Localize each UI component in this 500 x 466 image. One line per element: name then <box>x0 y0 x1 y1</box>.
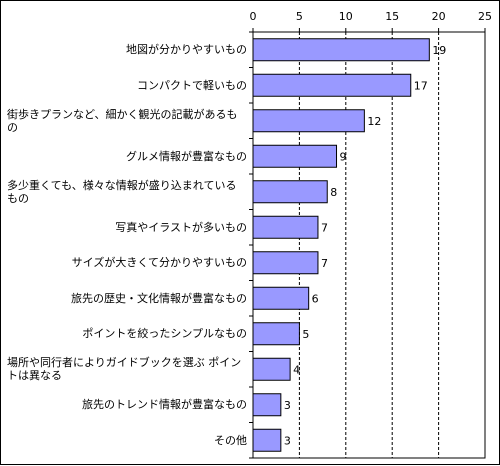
value-label-6: 7 <box>321 257 328 270</box>
bar-8 <box>252 322 300 346</box>
bar-11 <box>252 428 282 452</box>
category-label-2: 街歩きプランなど、細かく観光の記載があるもの <box>7 103 247 139</box>
category-label-text: 写真やイラストが多いもの <box>115 220 247 234</box>
bar-4 <box>252 180 328 204</box>
category-label-11: その他 <box>7 423 247 459</box>
category-label-text: ポイントを絞ったシンプルなもの <box>82 327 247 341</box>
x-tick-label-5: 5 <box>296 10 303 23</box>
category-label-8: ポイントを絞ったシンプルなもの <box>7 316 247 352</box>
category-label-text: 旅先のトレンド情報が豊富なもの <box>82 398 247 412</box>
value-label-9: 4 <box>293 363 300 376</box>
bar-2 <box>252 109 365 133</box>
category-label-text: コンパクトで軽いもの <box>137 78 247 92</box>
category-label-9: 場所や同行者によりガイドブックを選ぶ ポイントは異なる <box>7 352 247 388</box>
category-label-text: サイズが大きくて分かりやすいもの <box>71 256 247 270</box>
bar-10 <box>252 393 282 417</box>
bar-0 <box>252 38 430 62</box>
x-tick-label-20: 20 <box>432 10 446 23</box>
category-label-1: コンパクトで軽いもの <box>7 68 247 104</box>
category-label-text: 多少重くても、様々な情報が盛り込まれているもの <box>7 178 237 205</box>
bar-9 <box>252 357 291 381</box>
value-label-2: 12 <box>367 115 381 128</box>
x-tick-label-15: 15 <box>385 10 399 23</box>
category-label-10: 旅先のトレンド情報が豊富なもの <box>7 387 247 423</box>
value-label-11: 3 <box>284 434 291 447</box>
category-label-0: 地図が分かりやすいもの <box>7 32 247 68</box>
value-label-4: 8 <box>330 186 337 199</box>
x-tick-label-25: 25 <box>478 10 492 23</box>
value-label-7: 6 <box>312 292 319 305</box>
category-label-7: 旅先の歴史・文化情報が豊富なもの <box>7 281 247 317</box>
category-label-text: 街歩きプランなど、細かく観光の記載があるもの <box>7 107 238 134</box>
value-label-1: 17 <box>414 79 428 92</box>
bar-1 <box>252 73 412 97</box>
category-label-text: 場所や同行者によりガイドブックを選ぶ ポイントは異なる <box>7 356 242 383</box>
bar-3 <box>252 144 338 168</box>
category-label-text: その他 <box>214 433 247 447</box>
x-tick-label-10: 10 <box>339 10 353 23</box>
category-label-text: 旅先の歴史・文化情報が豊富なもの <box>71 291 247 305</box>
bar-6 <box>252 251 319 275</box>
category-label-text: グルメ情報が豊富なもの <box>126 149 247 163</box>
bar-7 <box>252 286 310 310</box>
x-tick-label-0: 0 <box>250 10 257 23</box>
bar-5 <box>252 215 319 239</box>
category-label-5: 写真やイラストが多いもの <box>7 210 247 246</box>
value-label-10: 3 <box>284 399 291 412</box>
value-label-3: 9 <box>340 150 347 163</box>
value-label-5: 7 <box>321 221 328 234</box>
category-label-4: 多少重くても、様々な情報が盛り込まれているもの <box>7 174 247 210</box>
category-label-text: 地図が分かりやすいもの <box>126 43 247 57</box>
category-label-6: サイズが大きくて分かりやすいもの <box>7 245 247 281</box>
value-label-0: 19 <box>432 44 446 57</box>
category-label-3: グルメ情報が豊富なもの <box>7 139 247 175</box>
value-label-8: 5 <box>302 328 309 341</box>
